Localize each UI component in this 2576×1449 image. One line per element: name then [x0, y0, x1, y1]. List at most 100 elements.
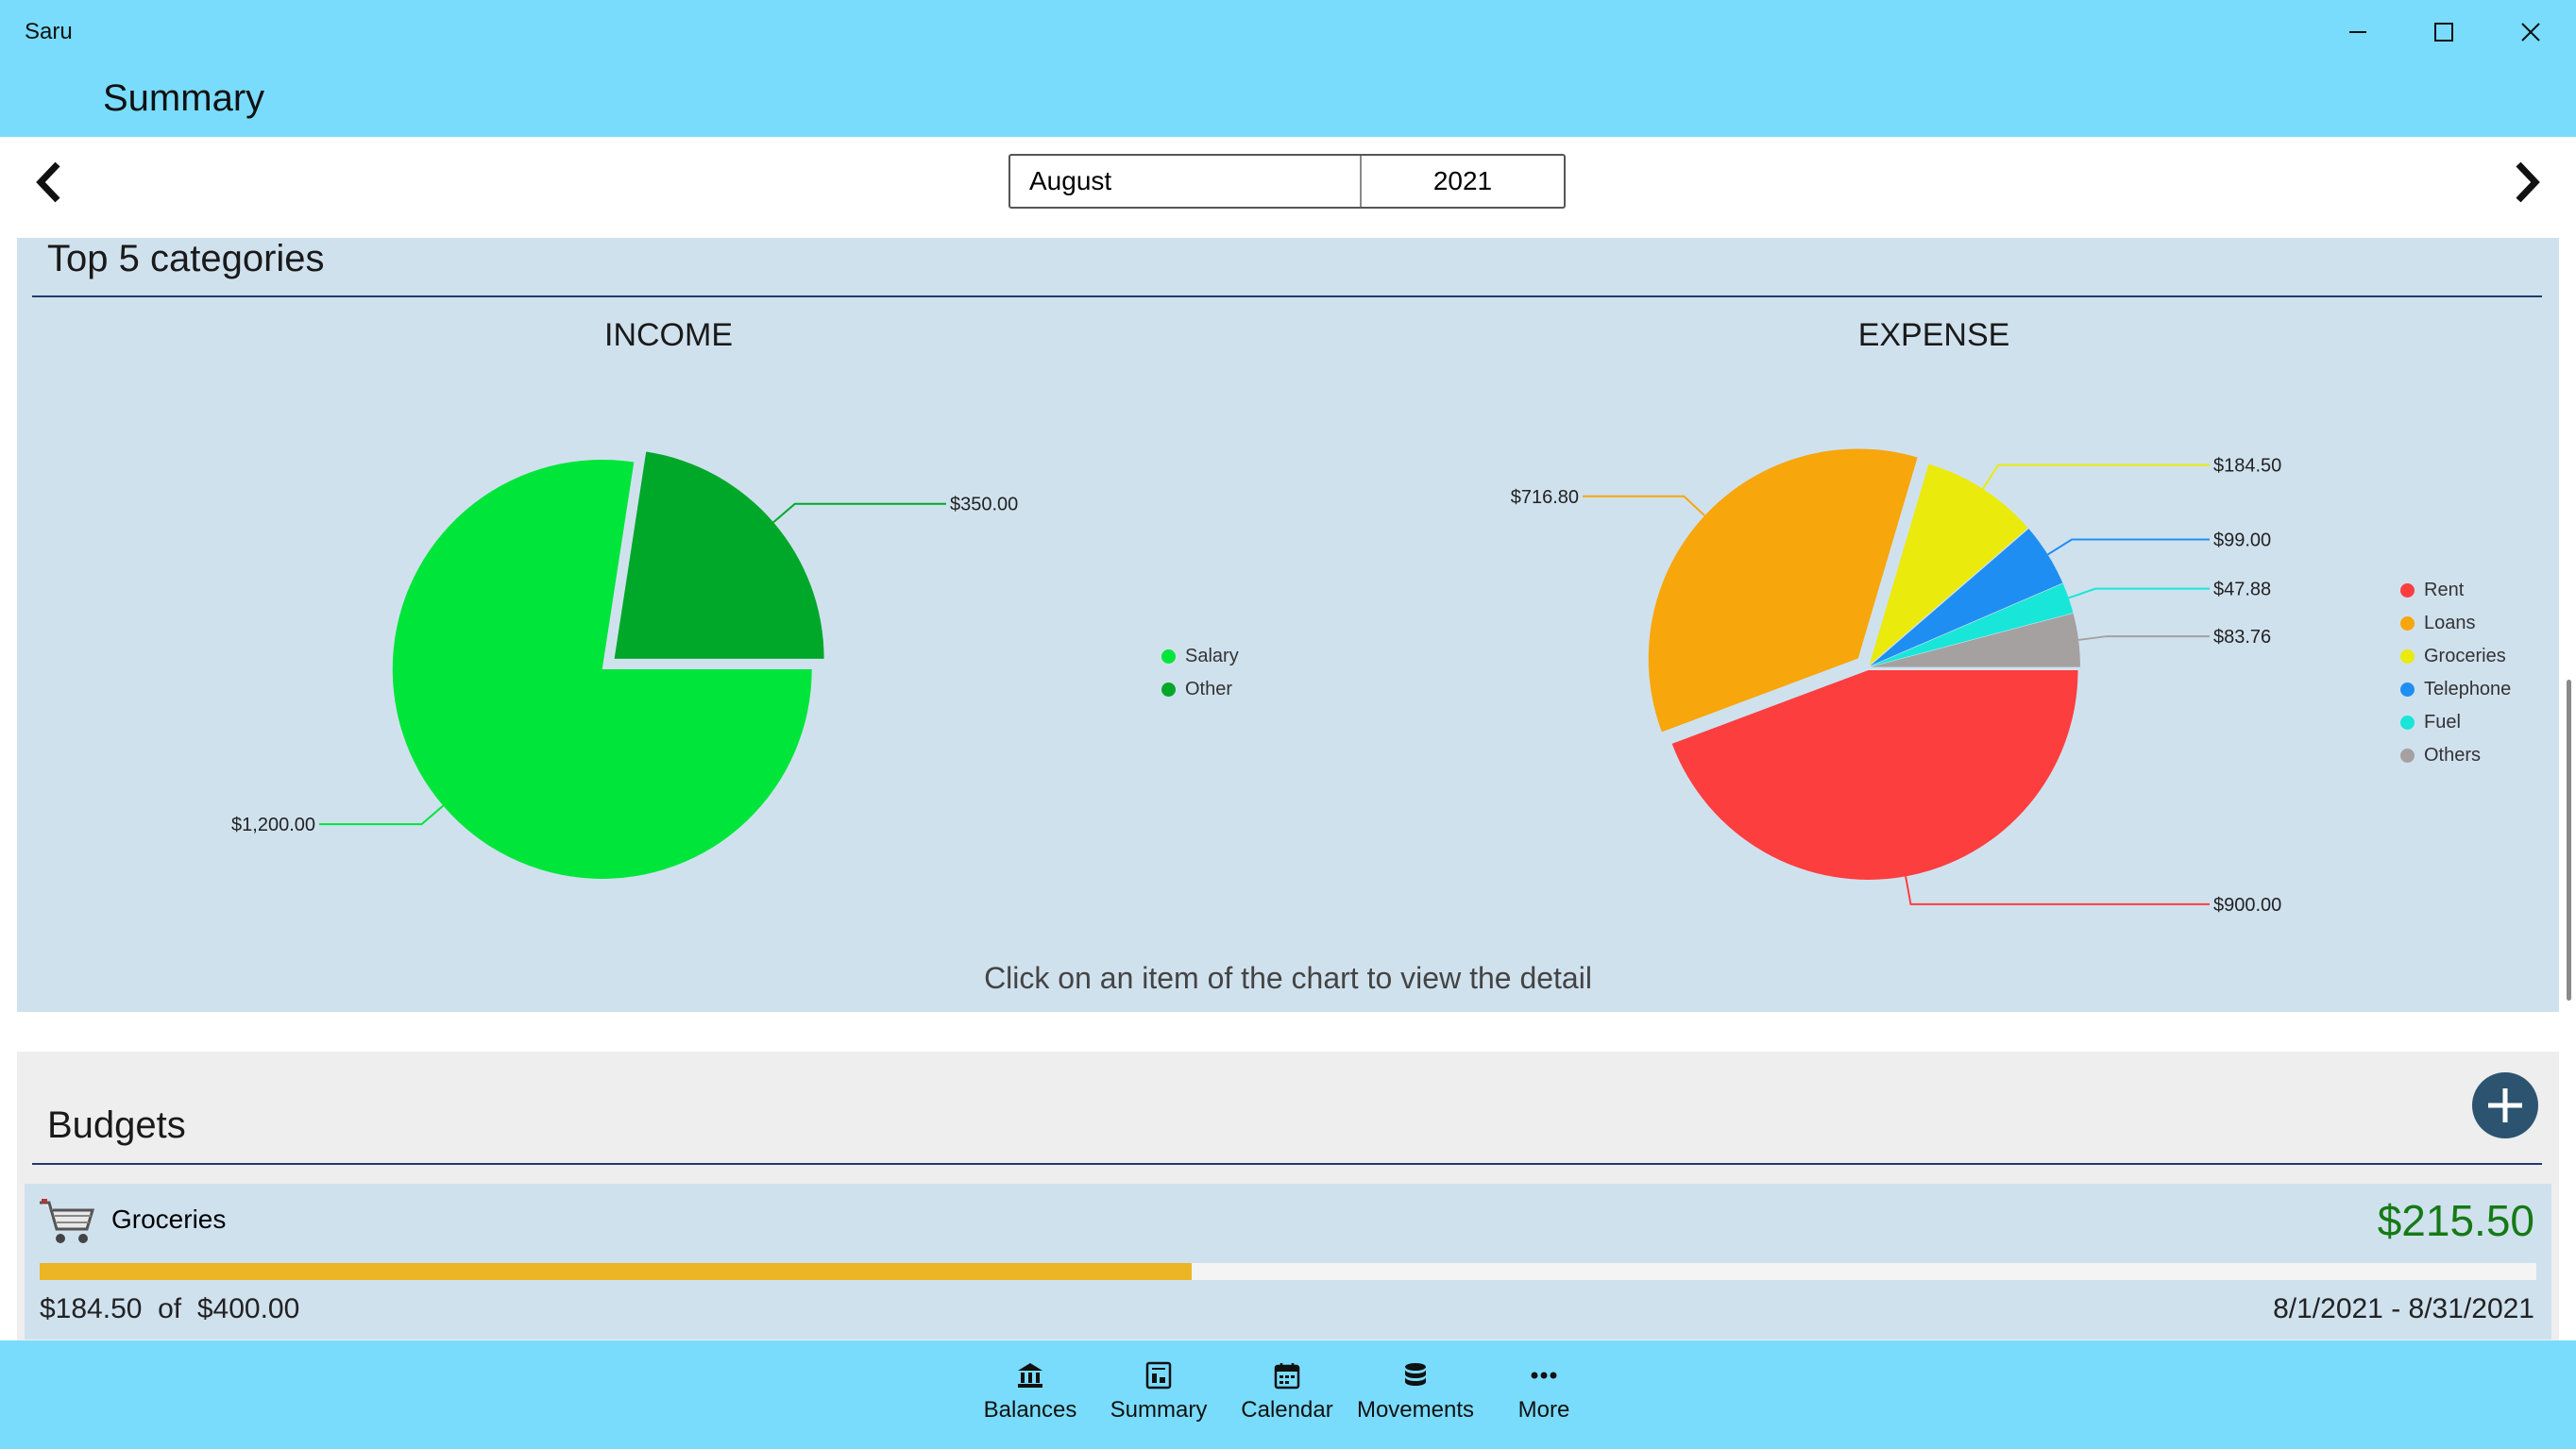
expense-leader-telephone	[2047, 538, 2210, 556]
expense-legend-dot-rent	[2400, 583, 2415, 598]
income-leader-other	[772, 502, 946, 524]
close-button[interactable]	[2502, 13, 2559, 51]
nav-movements-label: Movements	[1356, 1397, 1475, 1423]
close-icon	[2521, 23, 2540, 42]
budgets-divider	[32, 1163, 2542, 1165]
expense-legend-label-fuel: Fuel	[2424, 712, 2461, 733]
top-categories-title: Top 5 categories	[47, 238, 325, 279]
nav-more-label: More	[1517, 1397, 1570, 1423]
expense-slice-telephone[interactable]	[1870, 529, 2063, 666]
period-picker[interactable]: August 2021	[1008, 154, 1566, 209]
nav-balances[interactable]: Balances	[964, 1361, 1096, 1424]
expense-slice-fuel[interactable]	[1870, 583, 2074, 667]
budget-total: $400.00	[196, 1293, 300, 1324]
nav-balances-label: Balances	[983, 1397, 1077, 1423]
maximize-icon	[2434, 23, 2453, 42]
next-month-button[interactable]	[2504, 159, 2551, 206]
income-label-other: $350.00	[950, 495, 1018, 515]
income-legend-item-salary[interactable]: Salary	[1161, 640, 1239, 673]
nav-more[interactable]: More	[1478, 1361, 1610, 1424]
expense-leader-rent	[1905, 876, 2210, 905]
content-scroll-area[interactable]: Top 5 categories INCOME EXPENSE $1,200.0…	[0, 238, 2576, 1340]
title-bar: Saru Summary	[0, 0, 2576, 137]
nav-calendar-label: Calendar	[1241, 1397, 1333, 1423]
income-chart-title: INCOME	[604, 317, 733, 353]
top-categories-card: Top 5 categories INCOME EXPENSE $1,200.0…	[17, 238, 2559, 1012]
expense-legend-item-others[interactable]: Others	[2400, 739, 2511, 772]
month-selector[interactable]: August	[1010, 156, 1362, 207]
income-leader-salary	[319, 804, 444, 826]
budget-spent: $184.50	[40, 1293, 143, 1324]
budget-item-groceries[interactable]: Groceries $215.50 $184.50 of $400.00 8/1…	[25, 1184, 2551, 1339]
budget-amounts: $184.50 of $400.00	[40, 1293, 299, 1325]
expense-slice-groceries[interactable]	[1869, 463, 2028, 666]
expense-legend-label-groceries: Groceries	[2424, 646, 2506, 666]
budget-of-text: of	[158, 1293, 182, 1324]
income-legend-dot-salary	[1161, 649, 1176, 664]
add-budget-button[interactable]	[2472, 1072, 2538, 1138]
year-selector[interactable]: 2021	[1432, 166, 1493, 195]
income-slice-salary[interactable]	[392, 459, 812, 879]
expense-legend-item-telephone[interactable]: Telephone	[2400, 673, 2511, 706]
calendar-icon	[1274, 1363, 1300, 1390]
bottom-navigation: Balances Summary Calendar Movements	[0, 1340, 2576, 1449]
income-legend: Salary Other	[1161, 640, 1239, 706]
expense-legend-label-loans: Loans	[2424, 613, 2476, 633]
income-pie-chart[interactable]: $1,200.00 $350.00	[17, 238, 1292, 955]
income-legend-dot-other	[1161, 682, 1176, 697]
expense-legend-item-rent[interactable]: Rent	[2400, 574, 2511, 607]
nav-movements[interactable]: Movements	[1349, 1361, 1482, 1424]
expense-legend-dot-loans	[2400, 616, 2415, 631]
nav-summary-label: Summary	[1110, 1397, 1208, 1423]
expense-chart-title: EXPENSE	[1857, 317, 2010, 353]
expense-label-fuel: $47.88	[2213, 580, 2271, 600]
expense-leader-groceries	[1982, 463, 2210, 490]
budget-name: Groceries	[111, 1205, 227, 1234]
expense-legend-item-fuel[interactable]: Fuel	[2400, 706, 2511, 739]
expense-legend-dot-telephone	[2400, 682, 2415, 697]
income-legend-label-other: Other	[1185, 679, 1233, 699]
budget-date-range: 8/1/2021 - 8/31/2021	[2273, 1293, 2534, 1324]
vertical-scrollbar[interactable]	[2567, 680, 2571, 1001]
nav-summary[interactable]: Summary	[1093, 1361, 1225, 1424]
database-icon	[1405, 1363, 1426, 1386]
expense-leader-fuel	[2068, 587, 2210, 599]
summary-icon	[1145, 1361, 1172, 1390]
income-legend-item-other[interactable]: Other	[1161, 673, 1239, 706]
minimize-button[interactable]	[2330, 13, 2386, 51]
nav-calendar[interactable]: Calendar	[1221, 1361, 1353, 1424]
expense-legend-dot-groceries	[2400, 649, 2415, 664]
expense-slice-others[interactable]	[1870, 613, 2080, 667]
expense-legend-item-groceries[interactable]: Groceries	[2400, 640, 2511, 673]
budgets-card: Budgets Groceries $215.50 $184.50 of	[17, 1052, 2559, 1340]
previous-month-button[interactable]	[25, 159, 72, 206]
expense-label-groceries: $184.50	[2213, 456, 2281, 477]
more-icon	[1531, 1372, 1557, 1379]
app-name: Saru	[25, 19, 73, 44]
expense-leader-others	[2077, 635, 2210, 641]
expense-legend-item-loans[interactable]: Loans	[2400, 607, 2511, 640]
chevron-left-icon	[36, 161, 60, 203]
expense-legend-label-rent: Rent	[2424, 580, 2465, 600]
budget-remaining-amount: $215.50	[2377, 1196, 2534, 1245]
budgets-title: Budgets	[47, 1104, 186, 1146]
chart-hint: Click on an item of the chart to view th…	[984, 961, 1592, 995]
maximize-button[interactable]	[2415, 13, 2472, 51]
expense-pie-chart[interactable]: $900.00 $716.80 $184.50 $99.00 $47.88 $83.76	[1292, 238, 2559, 955]
expense-slice-rent[interactable]	[1671, 669, 2078, 880]
section-divider	[32, 295, 2542, 297]
expense-legend-dot-others	[2400, 749, 2415, 763]
expense-label-others: $83.76	[2213, 627, 2271, 648]
income-label-salary: $1,200.00	[231, 815, 315, 835]
chevron-right-icon	[2516, 161, 2540, 203]
expense-slice-loans[interactable]	[1648, 448, 1918, 733]
income-slice-other[interactable]	[614, 451, 824, 659]
budget-progress-bar	[40, 1263, 2536, 1280]
bank-icon	[1018, 1363, 1042, 1388]
budget-progress-fill	[40, 1263, 1192, 1280]
expense-legend: Rent Loans Groceries Telephone Fuel Others	[2400, 574, 2511, 772]
expense-legend-dot-fuel	[2400, 716, 2415, 730]
expense-legend-label-telephone: Telephone	[2424, 679, 2512, 699]
expense-label-rent: $900.00	[2213, 895, 2281, 916]
expense-label-loans: $716.80	[1511, 487, 1579, 508]
